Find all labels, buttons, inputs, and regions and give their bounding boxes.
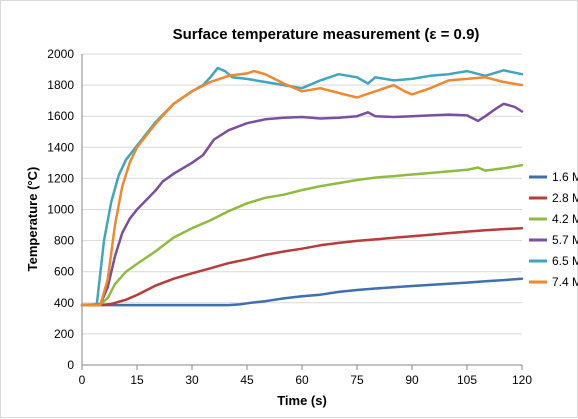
y-tick-label: 200 bbox=[54, 327, 74, 341]
x-tick-label: 75 bbox=[350, 373, 364, 387]
legend: 1.6 MW/m2 2.8 MW/m2 4.2 MW/m2 5.7 MW/m2 6.5 … bbox=[529, 170, 578, 289]
series-line bbox=[80, 102, 524, 307]
gridlines bbox=[82, 53, 522, 335]
x-tick-label: 105 bbox=[457, 373, 477, 387]
x-tick-label: 120 bbox=[512, 373, 532, 387]
axes bbox=[81, 54, 523, 370]
legend-label: 4.2 MW/m2 bbox=[552, 212, 578, 226]
x-tick-label: 45 bbox=[240, 373, 254, 387]
y-tick-label: 800 bbox=[54, 234, 74, 248]
x-tick-label: 0 bbox=[79, 373, 86, 387]
y-tick-label: 1000 bbox=[47, 203, 74, 217]
y-tick-label: 1800 bbox=[47, 78, 74, 92]
series-lines bbox=[80, 66, 524, 307]
legend-label: 1.6 MW/m2 bbox=[552, 170, 578, 184]
y-tick-label: 400 bbox=[54, 296, 74, 310]
y-tick-label: 600 bbox=[54, 265, 74, 279]
y-tick-label: 0 bbox=[67, 358, 74, 372]
chart-title: Surface temperature measurement (ε = 0.9… bbox=[173, 26, 480, 43]
x-tick-label: 60 bbox=[295, 373, 309, 387]
series-line bbox=[80, 226, 524, 307]
y-tick-labels: 0 200 400 600 800 1000 1200 1400 1600 1800 2000 bbox=[47, 47, 74, 372]
series-line bbox=[80, 277, 524, 307]
y-tick-label: 1200 bbox=[47, 171, 74, 185]
series-line bbox=[80, 163, 524, 307]
x-tick-label: 90 bbox=[405, 373, 419, 387]
x-tick-labels: 0 15 30 45 60 75 90 105 120 bbox=[79, 373, 533, 387]
y-axis-title: Temperature (°C) bbox=[25, 167, 40, 272]
legend-label: 2.8 MW/m2 bbox=[552, 191, 578, 205]
legend-label: 6.5 MW/m2 bbox=[552, 254, 578, 268]
x-tick-label: 15 bbox=[130, 373, 144, 387]
legend-label: 7.4 MW/m2 bbox=[552, 275, 578, 289]
series-line bbox=[80, 66, 524, 307]
x-tick-label: 30 bbox=[185, 373, 199, 387]
legend-label: 5.7 MW/m2 bbox=[552, 233, 578, 247]
y-tick-label: 2000 bbox=[47, 47, 74, 61]
y-tick-label: 1400 bbox=[47, 140, 74, 154]
y-tick-label: 1600 bbox=[47, 109, 74, 123]
series-line bbox=[80, 69, 524, 307]
x-axis-title: Time (s) bbox=[277, 393, 327, 408]
